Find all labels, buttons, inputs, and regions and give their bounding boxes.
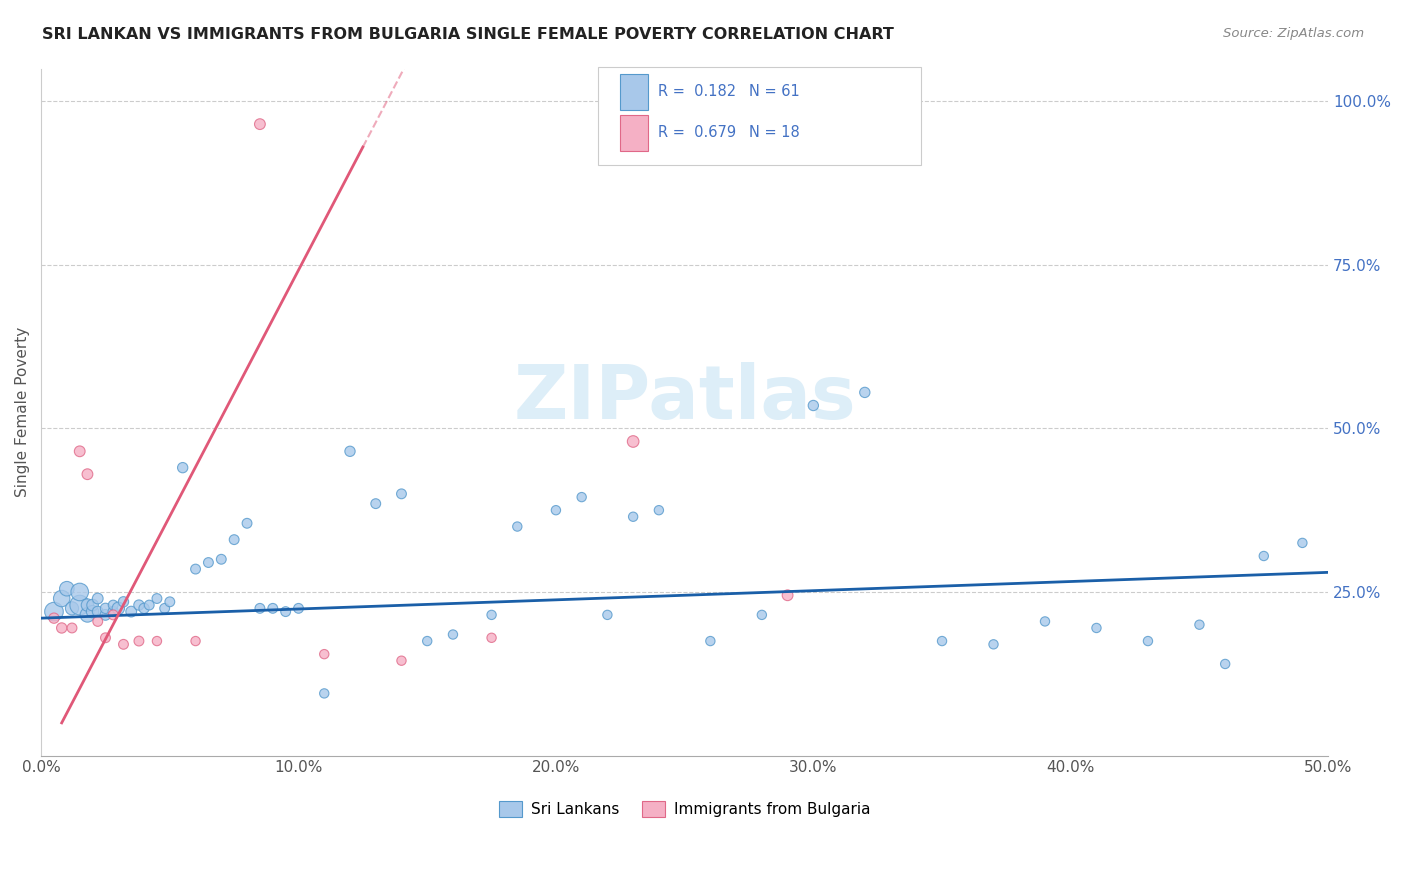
Point — [481, 607, 503, 622]
Point — [76, 607, 98, 622]
Point — [931, 634, 953, 648]
Point — [314, 686, 336, 700]
Point — [262, 601, 284, 615]
Y-axis label: Single Female Poverty: Single Female Poverty — [15, 327, 30, 497]
Point — [94, 601, 117, 615]
Point — [60, 621, 83, 635]
Point — [621, 509, 644, 524]
Point — [197, 556, 219, 570]
Point — [983, 637, 1005, 651]
Point — [146, 591, 169, 606]
Point — [132, 601, 155, 615]
Point — [87, 605, 110, 619]
Text: ZIPatlas: ZIPatlas — [513, 362, 856, 434]
Point — [184, 634, 207, 648]
Point — [249, 117, 271, 131]
Point — [544, 503, 567, 517]
Point — [87, 615, 110, 629]
Point — [76, 467, 98, 482]
Point — [42, 611, 65, 625]
Point — [128, 634, 150, 648]
Point — [56, 582, 79, 596]
Point — [69, 444, 91, 458]
Point — [209, 552, 232, 566]
Point — [51, 591, 73, 606]
Point — [1291, 536, 1313, 550]
Point — [621, 434, 644, 449]
Point — [249, 601, 271, 615]
Point — [103, 607, 125, 622]
Text: Source: ZipAtlas.com: Source: ZipAtlas.com — [1223, 27, 1364, 40]
Point — [172, 460, 194, 475]
Point — [69, 598, 91, 612]
Point — [853, 385, 876, 400]
Point — [146, 634, 169, 648]
Point — [751, 607, 773, 622]
Point — [571, 490, 593, 504]
Point — [107, 601, 129, 615]
Point — [112, 637, 135, 651]
Point — [699, 634, 721, 648]
Point — [82, 605, 104, 619]
Text: N = 61: N = 61 — [749, 85, 800, 99]
Point — [506, 519, 529, 533]
Point — [314, 647, 336, 661]
Point — [51, 621, 73, 635]
Point — [776, 588, 799, 602]
Point — [103, 598, 125, 612]
Point — [391, 487, 413, 501]
Text: N = 18: N = 18 — [749, 126, 800, 140]
Text: R =  0.679: R = 0.679 — [658, 126, 737, 140]
Point — [364, 497, 387, 511]
Point — [76, 598, 98, 612]
Text: SRI LANKAN VS IMMIGRANTS FROM BULGARIA SINGLE FEMALE POVERTY CORRELATION CHART: SRI LANKAN VS IMMIGRANTS FROM BULGARIA S… — [42, 27, 894, 42]
Legend: Sri Lankans, Immigrants from Bulgaria: Sri Lankans, Immigrants from Bulgaria — [492, 795, 877, 823]
Point — [87, 591, 110, 606]
Point — [112, 595, 135, 609]
Point — [159, 595, 181, 609]
Point — [274, 605, 297, 619]
Point — [441, 627, 464, 641]
Point — [1213, 657, 1236, 671]
Point — [120, 605, 142, 619]
Point — [481, 631, 503, 645]
Point — [1253, 549, 1275, 563]
Point — [1136, 634, 1159, 648]
Text: R =  0.182: R = 0.182 — [658, 85, 737, 99]
Point — [138, 598, 160, 612]
Point — [1188, 617, 1211, 632]
Point — [648, 503, 671, 517]
Point — [128, 598, 150, 612]
Point — [103, 605, 125, 619]
Point — [416, 634, 439, 648]
Point — [801, 399, 824, 413]
Point — [1085, 621, 1108, 635]
Point — [94, 631, 117, 645]
Point — [82, 598, 104, 612]
Point — [596, 607, 619, 622]
Point — [60, 601, 83, 615]
Point — [236, 516, 259, 531]
Point — [69, 585, 91, 599]
Point — [224, 533, 246, 547]
Point — [153, 601, 176, 615]
Point — [339, 444, 361, 458]
Point — [42, 605, 65, 619]
Point — [1033, 615, 1056, 629]
Point — [287, 601, 309, 615]
Point — [391, 654, 413, 668]
Point — [94, 607, 117, 622]
Point — [184, 562, 207, 576]
